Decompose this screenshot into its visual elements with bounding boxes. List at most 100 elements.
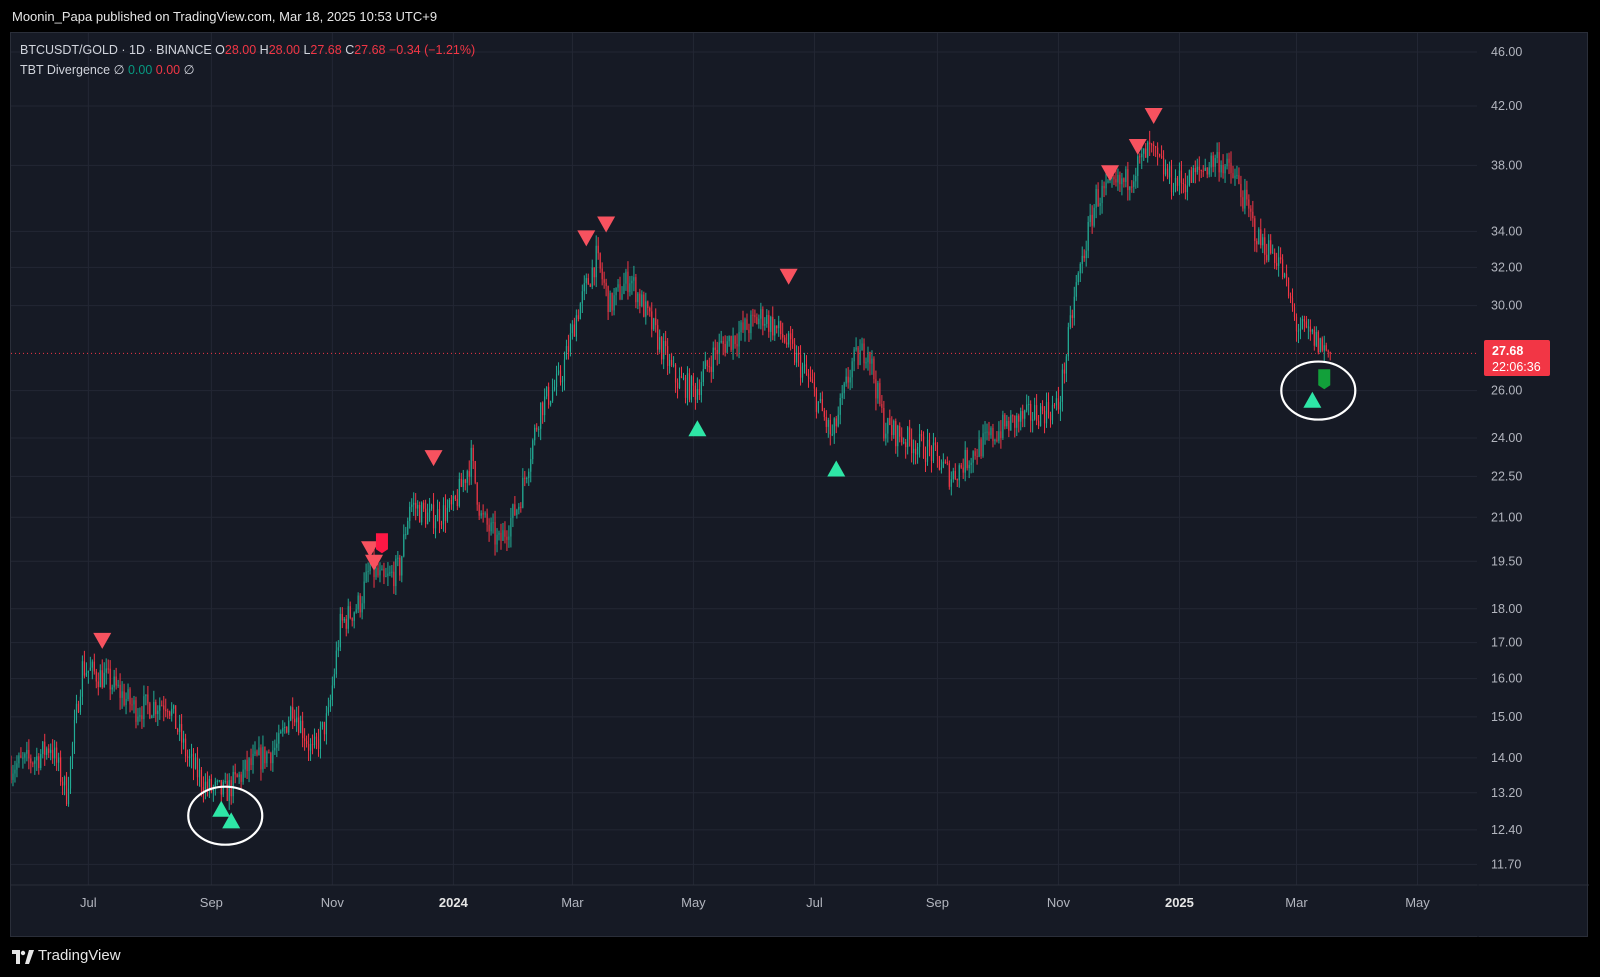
candle-body: [1032, 419, 1034, 421]
candle-body: [1329, 351, 1331, 354]
candle-body: [633, 277, 635, 281]
candle-body: [1151, 144, 1153, 146]
candle-body: [186, 756, 189, 759]
candle-body: [839, 397, 841, 415]
y-tick-label: 22.50: [1491, 469, 1522, 483]
tradingview-logo-icon[interactable]: [12, 950, 34, 964]
candle-body: [101, 670, 103, 688]
candle-body: [182, 738, 185, 743]
candle-body: [167, 711, 169, 713]
candle-body: [615, 287, 617, 296]
symbol-row[interactable]: BTCUSDT/GOLD · 1D · BINANCE O28.00 H28.0…: [20, 40, 475, 60]
candle-body: [712, 347, 714, 372]
symbol-label[interactable]: BTCUSDT/GOLD · 1D · BINANCE: [20, 43, 212, 57]
candle-body: [151, 715, 153, 719]
candle-body: [385, 575, 387, 577]
candle-body: [357, 595, 359, 610]
candle-body: [968, 464, 970, 469]
x-tick-label: Jul: [806, 895, 823, 910]
candle-body: [887, 418, 889, 434]
candle-body: [1281, 259, 1284, 277]
candle-body: [938, 456, 940, 470]
candle-body: [875, 379, 877, 399]
candle-body: [843, 383, 845, 394]
candle-body: [1145, 148, 1147, 158]
candle-body: [395, 558, 397, 587]
candle-body: [194, 757, 197, 769]
candle-body: [1119, 174, 1121, 185]
open-label: O: [215, 43, 225, 57]
candle-body: [1188, 170, 1190, 186]
candle-body: [325, 713, 328, 735]
candle-body: [680, 376, 683, 379]
candle-body: [307, 743, 310, 751]
candle-body: [1073, 296, 1075, 318]
candle-body: [827, 419, 829, 427]
candle-body: [849, 377, 851, 383]
footer-brand[interactable]: TradingView: [38, 947, 121, 964]
bullish-signal-marker: [827, 460, 846, 477]
candle-body: [718, 342, 720, 355]
price-chart[interactable]: 46.00 42.00 38.00 34.00 32.00 30.00 26.00 24.00…: [11, 33, 1589, 938]
candle-body: [1238, 175, 1240, 184]
candle-body: [472, 447, 474, 461]
candle-body: [1166, 168, 1169, 178]
candle-body: [179, 724, 181, 732]
indicator-name[interactable]: TBT Divergence: [20, 63, 111, 77]
candle-body: [669, 359, 671, 366]
candle-body: [1061, 369, 1063, 402]
candle-body: [1016, 415, 1018, 428]
candle-body: [865, 362, 867, 364]
candle-body: [1105, 182, 1107, 189]
candle-body: [811, 379, 814, 383]
candle-body: [819, 398, 821, 402]
candle-body: [343, 618, 345, 621]
candle-body: [809, 376, 812, 380]
candle-body: [16, 763, 18, 770]
candle-body: [147, 694, 149, 704]
candle-body: [198, 769, 201, 778]
candle-body: [516, 509, 518, 515]
bearish-signal-marker: [1144, 107, 1163, 124]
candle-body: [948, 463, 950, 487]
chart-frame[interactable]: 46.00 42.00 38.00 34.00 32.00 30.00 26.00 24.00…: [10, 32, 1589, 938]
candle-body: [1164, 168, 1167, 175]
indicator-row[interactable]: TBT Divergence ∅ 0.00 0.00 ∅: [20, 60, 475, 80]
indicator-value-1: 0.00: [127, 63, 153, 77]
candle-body: [417, 504, 419, 509]
candle-body: [335, 650, 337, 675]
candle-body: [28, 749, 30, 759]
candle-body: [551, 389, 554, 402]
last-price-value: 27.68: [1492, 344, 1524, 358]
candle-body: [1026, 404, 1028, 411]
candle-body: [706, 360, 708, 367]
candle-body: [260, 747, 262, 770]
candle-body: [1236, 175, 1238, 177]
candle-body: [944, 461, 946, 463]
candle-body: [518, 506, 520, 510]
candle-body: [1291, 297, 1294, 308]
candle-body: [81, 661, 84, 697]
candle-body: [613, 295, 615, 311]
candle-body: [502, 530, 504, 541]
bullish-signal-marker: [212, 800, 231, 817]
candle-body: [1168, 166, 1171, 178]
candle-body: [895, 421, 897, 447]
candle-body: [1121, 178, 1123, 185]
candle-body: [907, 427, 909, 448]
candle-body: [426, 512, 429, 525]
candle-body: [155, 701, 157, 715]
candle-body: [317, 738, 320, 749]
candle-body: [557, 370, 560, 374]
candle-body: [1202, 170, 1204, 172]
candle-body: [365, 571, 367, 582]
candle-body: [920, 433, 923, 437]
candle-body: [976, 455, 978, 457]
candle-body: [571, 324, 573, 334]
candle-body: [397, 557, 399, 559]
candle-body: [637, 293, 639, 303]
candle-body: [434, 521, 437, 529]
candle-body: [99, 670, 101, 688]
candle-body: [1260, 229, 1262, 246]
candle-body: [75, 703, 78, 721]
